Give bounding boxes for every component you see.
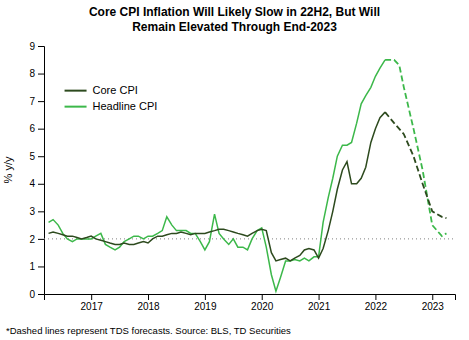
x-tick-mark (375, 294, 376, 300)
y-tick-mark (38, 211, 44, 212)
legend-item: Headline CPI (65, 100, 158, 112)
x-tick-label: 2018 (137, 301, 160, 312)
x-tick-mark (91, 294, 92, 300)
x-tick-label: 2021 (308, 301, 331, 312)
y-tick-mark (38, 294, 44, 295)
x-axis: 2017 2018 2019 2020 2021 2022 2023 (45, 294, 456, 312)
y-tick-label: 7 (29, 96, 35, 107)
y-tick-mark (38, 46, 44, 47)
x-axis-line (45, 295, 456, 301)
y-tick: 8 (29, 68, 44, 79)
y-tick-label: 0 (29, 289, 35, 300)
x-tick: 2020 (251, 294, 274, 312)
x-tick: 2018 (137, 294, 160, 312)
x-tick-label: 2022 (365, 301, 388, 312)
y-tick-label: 5 (29, 151, 35, 162)
y-tick: 9 (29, 41, 44, 52)
x-tick: 2019 (194, 294, 217, 312)
legend: Core CPI Headline CPI (65, 84, 158, 112)
y-tick-mark (38, 74, 44, 75)
y-axis: 0 1 2 3 4 5 6 7 8 9 (29, 41, 44, 300)
y-tick-label: 4 (29, 178, 35, 189)
title: Core CPI Inflation Will Likely Slow in 2… (89, 5, 380, 34)
series-line (385, 60, 446, 236)
x-tick-label: 2019 (194, 301, 217, 312)
legend-swatch (65, 106, 87, 108)
y-tick: 0 (29, 289, 44, 300)
y-axis-line (38, 47, 45, 295)
legend-swatch (65, 90, 87, 92)
x-tick-mark (262, 294, 263, 300)
x-tick: 2023 (422, 294, 445, 312)
legend-label: Core CPI (93, 84, 138, 96)
series-line (49, 60, 386, 291)
marks (44, 60, 455, 291)
title-line: Remain Elevated Through End-2023 (132, 20, 337, 34)
y-tick-label: 2 (29, 234, 35, 245)
x-tick-mark (319, 294, 320, 300)
y-tick: 1 (29, 261, 44, 272)
y-tick: 7 (29, 96, 44, 107)
legend-label: Headline CPI (93, 100, 158, 112)
y-tick-mark (38, 184, 44, 185)
y-tick-mark (38, 266, 44, 267)
y-tick-mark (38, 156, 44, 157)
x-tick: 2017 (81, 294, 104, 312)
series-line (385, 112, 446, 218)
y-tick-mark (38, 239, 44, 240)
y-tick-label: 8 (29, 68, 35, 79)
y-tick-label: 1 (29, 261, 35, 272)
reference-line (44, 238, 455, 239)
x-tick-label: 2023 (422, 301, 445, 312)
x-tick: 2022 (365, 294, 388, 312)
plot: 2017 2018 2019 2020 2021 2022 2023 0 1 2 3 4 5 6 7 8 9 Co… (29, 41, 455, 312)
y-tick-label: 9 (29, 41, 35, 52)
chart: 2017 2018 2019 2020 2021 2022 2023 0 1 2 3 4 5 6 7 8 9 Co… (0, 0, 469, 340)
title-line: Core CPI Inflation Will Likely Slow in 2… (89, 5, 380, 19)
y-tick-label: 6 (29, 123, 35, 134)
x-tick-label: 2017 (81, 301, 104, 312)
x-tick: 2021 (308, 294, 331, 312)
x-tick-label: 2020 (251, 301, 274, 312)
y-axis-title: % y/y (2, 156, 14, 183)
x-tick-mark (205, 294, 206, 300)
footnote: *Dashed lines represent TDS forecasts. S… (6, 325, 291, 336)
y-tick: 6 (29, 123, 44, 134)
y-tick: 3 (29, 206, 44, 217)
x-tick-mark (148, 294, 149, 300)
y-tick: 2 (29, 234, 44, 245)
y-tick-label: 3 (29, 206, 35, 217)
x-tick-mark (432, 294, 433, 300)
y-tick-mark (38, 101, 44, 102)
legend-item: Core CPI (65, 84, 138, 96)
series-line (49, 112, 386, 261)
y-tick-mark (38, 129, 44, 130)
y-tick: 5 (29, 151, 44, 162)
y-tick: 4 (29, 178, 44, 189)
